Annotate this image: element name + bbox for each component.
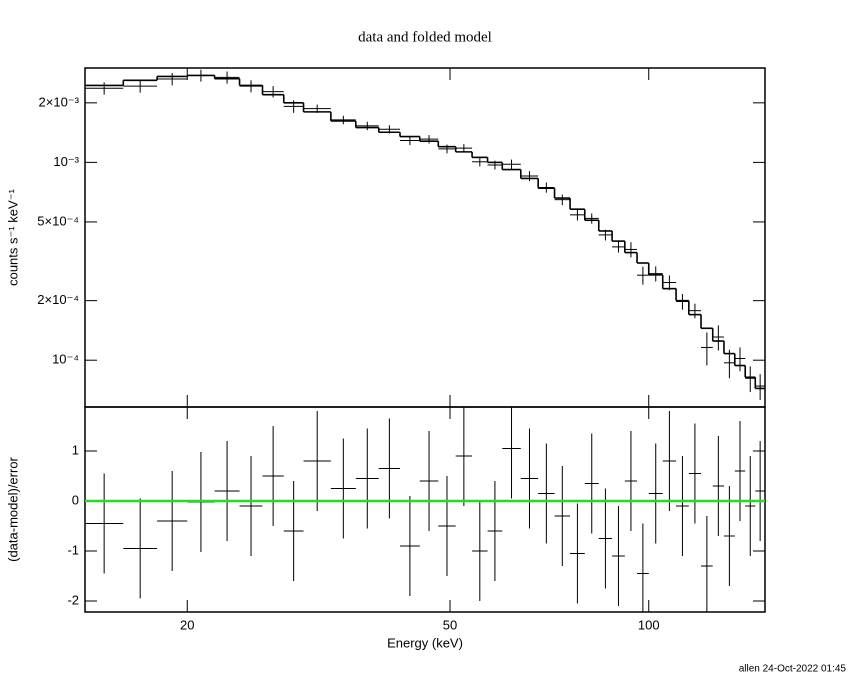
x-tick-label: 20 — [180, 617, 194, 632]
y-tick-label: 1 — [72, 442, 79, 457]
y-tick-label: -2 — [67, 592, 79, 607]
y-tick-label: -1 — [67, 542, 79, 557]
y-tick-label: 0 — [72, 492, 79, 507]
footer: allen 24-Oct-2022 01:45 — [739, 664, 847, 675]
chart-title: data and folded model — [358, 29, 492, 45]
x-tick-label: 100 — [638, 617, 660, 632]
y-tick-label: 2×10⁻³ — [39, 94, 80, 109]
y-axis-label: counts s⁻¹ keV⁻¹ — [5, 188, 20, 285]
y-tick-label: 2×10⁻⁴ — [37, 292, 79, 307]
plot-frame — [84, 406, 766, 613]
x-axis-label: Energy (keV) — [387, 635, 463, 650]
y-tick-label: 10⁻⁴ — [52, 352, 79, 367]
plot-frame — [84, 67, 766, 408]
y-tick-label: 10⁻³ — [53, 154, 79, 169]
x-tick-label: 50 — [443, 617, 457, 632]
y-tick-label: 5×10⁻⁴ — [37, 213, 79, 228]
y-axis-label: (data-model)/error — [5, 456, 20, 561]
